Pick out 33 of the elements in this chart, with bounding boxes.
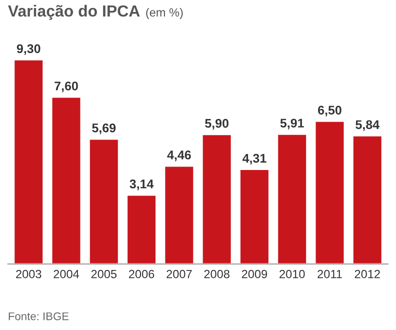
- x-tick-label: 2012: [354, 270, 380, 278]
- chart-subtitle: (em %): [146, 8, 183, 19]
- bar: [126, 194, 157, 264]
- x-tick-label: 2007: [166, 270, 192, 278]
- x-tick-label: 2009: [242, 270, 268, 278]
- x-tick-label: 2006: [129, 270, 154, 278]
- data-label: 5,69: [92, 124, 116, 134]
- x-tick-label: 2011: [318, 270, 342, 278]
- bar: [276, 133, 308, 264]
- x-tick-label: 2008: [204, 270, 230, 278]
- data-label: 5,84: [356, 120, 380, 131]
- bar: [50, 96, 82, 264]
- x-tick-label: 2010: [280, 270, 305, 278]
- data-label: 3,14: [130, 180, 154, 190]
- data-label: 9,30: [16, 44, 40, 55]
- chart-title: Variação do IPCA: [8, 4, 140, 20]
- bar: [201, 134, 232, 264]
- x-tick-label: 2004: [54, 270, 80, 278]
- bar: [164, 165, 195, 264]
- x-tick-label: 2005: [91, 270, 117, 278]
- bar: [352, 135, 383, 264]
- x-tick-label: 2003: [16, 270, 42, 278]
- bar: [88, 138, 120, 264]
- bar: [314, 120, 346, 264]
- data-label: 5,90: [205, 118, 228, 130]
- data-label: 5,91: [280, 118, 304, 130]
- bar: [13, 59, 44, 264]
- data-label: 4,31: [242, 154, 266, 164]
- bar: [239, 168, 270, 264]
- data-label: 6,50: [318, 106, 342, 116]
- data-label: 7,60: [54, 82, 78, 92]
- data-label: 4,46: [167, 150, 191, 162]
- source-note: Fonte: IBGE: [8, 312, 69, 320]
